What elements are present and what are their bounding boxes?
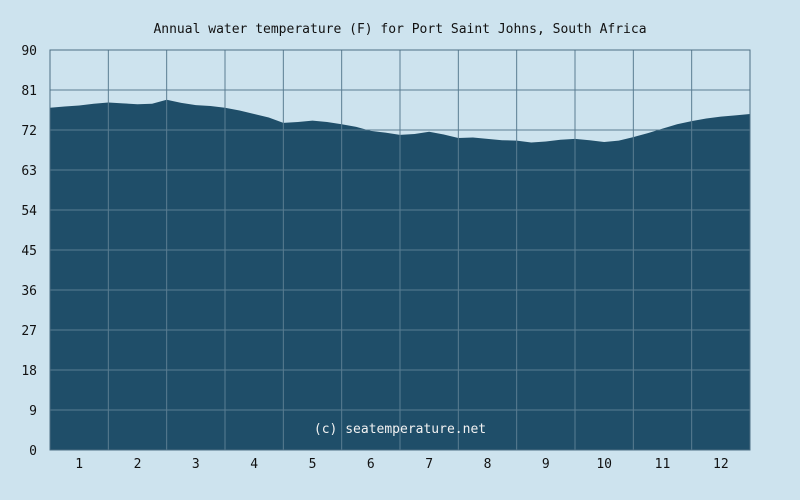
x-axis-ticks: 1 2 3 4 5 6 7 8 9 10 11 12 <box>75 457 728 472</box>
x-tick-label: 11 <box>655 457 671 472</box>
y-tick-label: 45 <box>21 244 37 259</box>
plot-frame <box>49 49 751 451</box>
x-tick-label: 2 <box>134 457 142 472</box>
x-tick-label: 5 <box>309 457 317 472</box>
x-tick-label: 7 <box>425 457 433 472</box>
x-tick-label: 3 <box>192 457 200 472</box>
x-tick-label: 8 <box>484 457 492 472</box>
y-tick-label: 90 <box>21 44 37 59</box>
x-tick-label: 9 <box>542 457 550 472</box>
x-tick-label: 12 <box>713 457 729 472</box>
y-tick-label: 27 <box>21 324 37 339</box>
y-tick-label: 0 <box>29 444 37 459</box>
y-tick-label: 72 <box>21 124 37 139</box>
watermark-text: (c) seatemperature.net <box>314 422 486 437</box>
y-tick-label: 54 <box>21 204 37 219</box>
chart-title: Annual water temperature (F) for Port Sa… <box>153 22 646 37</box>
y-tick-label: 9 <box>29 404 37 419</box>
y-tick-label: 36 <box>21 284 37 299</box>
y-axis-ticks: 0 9 18 27 36 45 54 63 72 81 90 <box>21 44 37 459</box>
x-tick-label: 1 <box>75 457 83 472</box>
y-tick-label: 81 <box>21 84 37 99</box>
x-tick-label: 4 <box>250 457 258 472</box>
grid-layer <box>49 49 751 451</box>
x-tick-label: 10 <box>596 457 612 472</box>
x-tick-label: 6 <box>367 457 375 472</box>
y-tick-label: 63 <box>21 164 37 179</box>
y-tick-label: 18 <box>21 364 37 379</box>
